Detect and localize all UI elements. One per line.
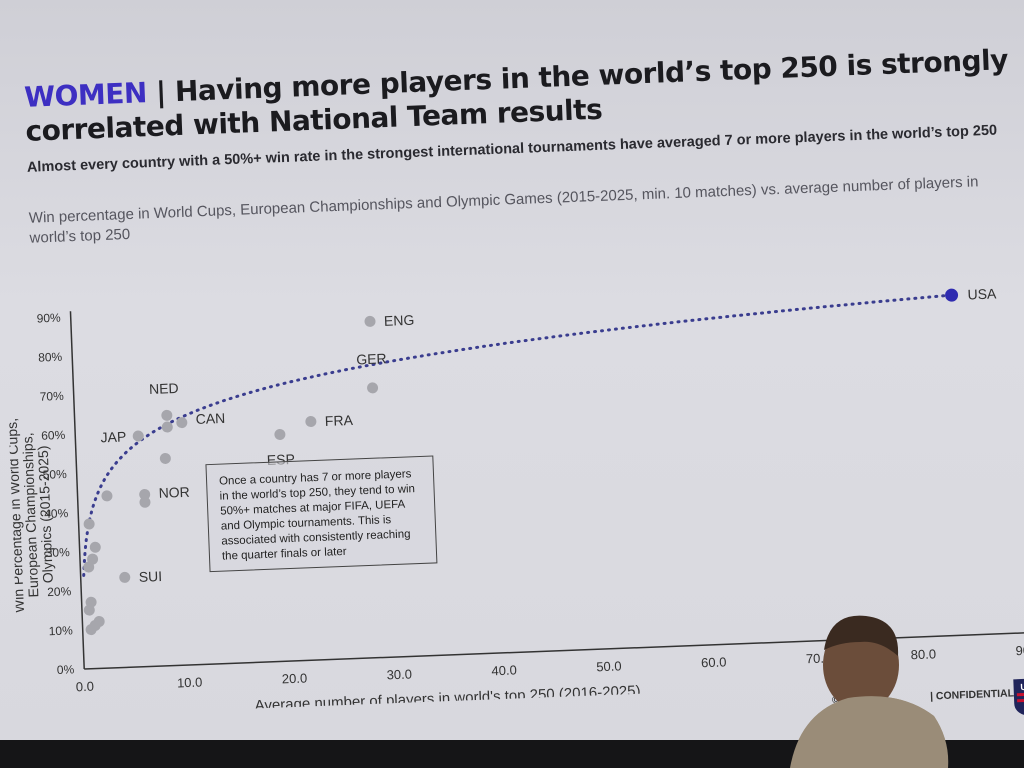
x-tick-label: 60.0 bbox=[701, 654, 727, 670]
footer-confidential: | CONFIDENTIAL bbox=[929, 687, 1015, 703]
y-tick-label: 30% bbox=[45, 545, 70, 560]
data-point bbox=[161, 409, 173, 421]
x-tick-label: 20.0 bbox=[282, 670, 308, 686]
data-point bbox=[176, 417, 188, 429]
data-point bbox=[132, 430, 144, 442]
data-point bbox=[89, 620, 101, 632]
y-tick-label: 0% bbox=[57, 662, 75, 677]
data-point bbox=[159, 452, 171, 464]
x-tick-label: 30.0 bbox=[386, 666, 412, 682]
x-axis-line bbox=[84, 632, 1024, 670]
point-label-can: CAN bbox=[195, 410, 225, 427]
data-point bbox=[119, 571, 131, 583]
point-label-usa: USA bbox=[967, 285, 997, 302]
x-axis-label: Average number of players in world's top… bbox=[254, 683, 641, 715]
data-point bbox=[139, 488, 151, 500]
x-tick-label: 70.0 bbox=[806, 650, 832, 666]
footer-gap bbox=[857, 700, 927, 703]
point-label-fra: FRA bbox=[325, 412, 354, 429]
x-tick-label: 10.0 bbox=[177, 674, 203, 690]
trendline bbox=[82, 293, 954, 577]
y-tick-label: 80% bbox=[38, 350, 63, 365]
data-point bbox=[161, 421, 173, 433]
title-separator: | bbox=[146, 75, 176, 110]
data-point bbox=[89, 541, 101, 553]
y-axis-line bbox=[69, 311, 85, 670]
data-point bbox=[83, 604, 95, 616]
data-point bbox=[364, 315, 376, 327]
data-point bbox=[83, 518, 95, 530]
y-axis-label: Win Percentage in World Cups,European Ch… bbox=[4, 417, 57, 614]
footer-copyright: © 20 bbox=[831, 693, 855, 707]
title-tag: WOMEN bbox=[23, 76, 148, 114]
point-label-nor: NOR bbox=[158, 484, 190, 501]
point-label-ger: GER bbox=[356, 350, 387, 367]
x-tick-label: 40.0 bbox=[491, 662, 517, 678]
y-tick-label: 10% bbox=[48, 623, 73, 638]
us-soccer-logo: US bbox=[1013, 678, 1024, 716]
x-tick-label: 90.0 bbox=[1015, 642, 1024, 658]
y-tick-label: 50% bbox=[42, 467, 67, 482]
y-tick-label: 70% bbox=[39, 389, 64, 404]
y-tick-label: 90% bbox=[36, 311, 61, 326]
data-point bbox=[83, 561, 95, 573]
data-point bbox=[945, 288, 959, 302]
point-label-sui: SUI bbox=[138, 568, 162, 585]
x-tick-label: 0.0 bbox=[76, 679, 95, 695]
data-point bbox=[305, 416, 317, 428]
point-label-ned: NED bbox=[149, 380, 179, 397]
chart-axes: 0.0 10.0 20.0 30.0 40.0 50.0 60.0 70.0 80.0 90.0 0… bbox=[4, 311, 1024, 715]
slide: WOMEN | Having more players in the world… bbox=[3, 75, 1024, 716]
x-tick-label: 80.0 bbox=[910, 646, 936, 662]
data-point bbox=[101, 490, 113, 502]
data-point bbox=[367, 382, 379, 394]
y-tick-label: 60% bbox=[41, 428, 66, 443]
footer-text: © 20 | CONFIDENTIAL bbox=[832, 687, 1015, 706]
callout-box: Once a country has 7 or more players in … bbox=[205, 455, 438, 573]
scatter-chart: 0.0 10.0 20.0 30.0 40.0 50.0 60.0 70.0 80.0 90.0 0… bbox=[4, 285, 1024, 715]
y-tick-label: 20% bbox=[47, 584, 72, 599]
point-label-eng: ENG bbox=[384, 312, 415, 329]
logo-text: US bbox=[1020, 682, 1024, 692]
trendline-group bbox=[82, 293, 954, 577]
data-point bbox=[274, 428, 286, 440]
x-tick-label: 50.0 bbox=[596, 658, 622, 674]
point-label-jap: JAP bbox=[100, 428, 126, 445]
y-tick-label: 40% bbox=[44, 506, 69, 521]
data-point bbox=[139, 496, 151, 508]
